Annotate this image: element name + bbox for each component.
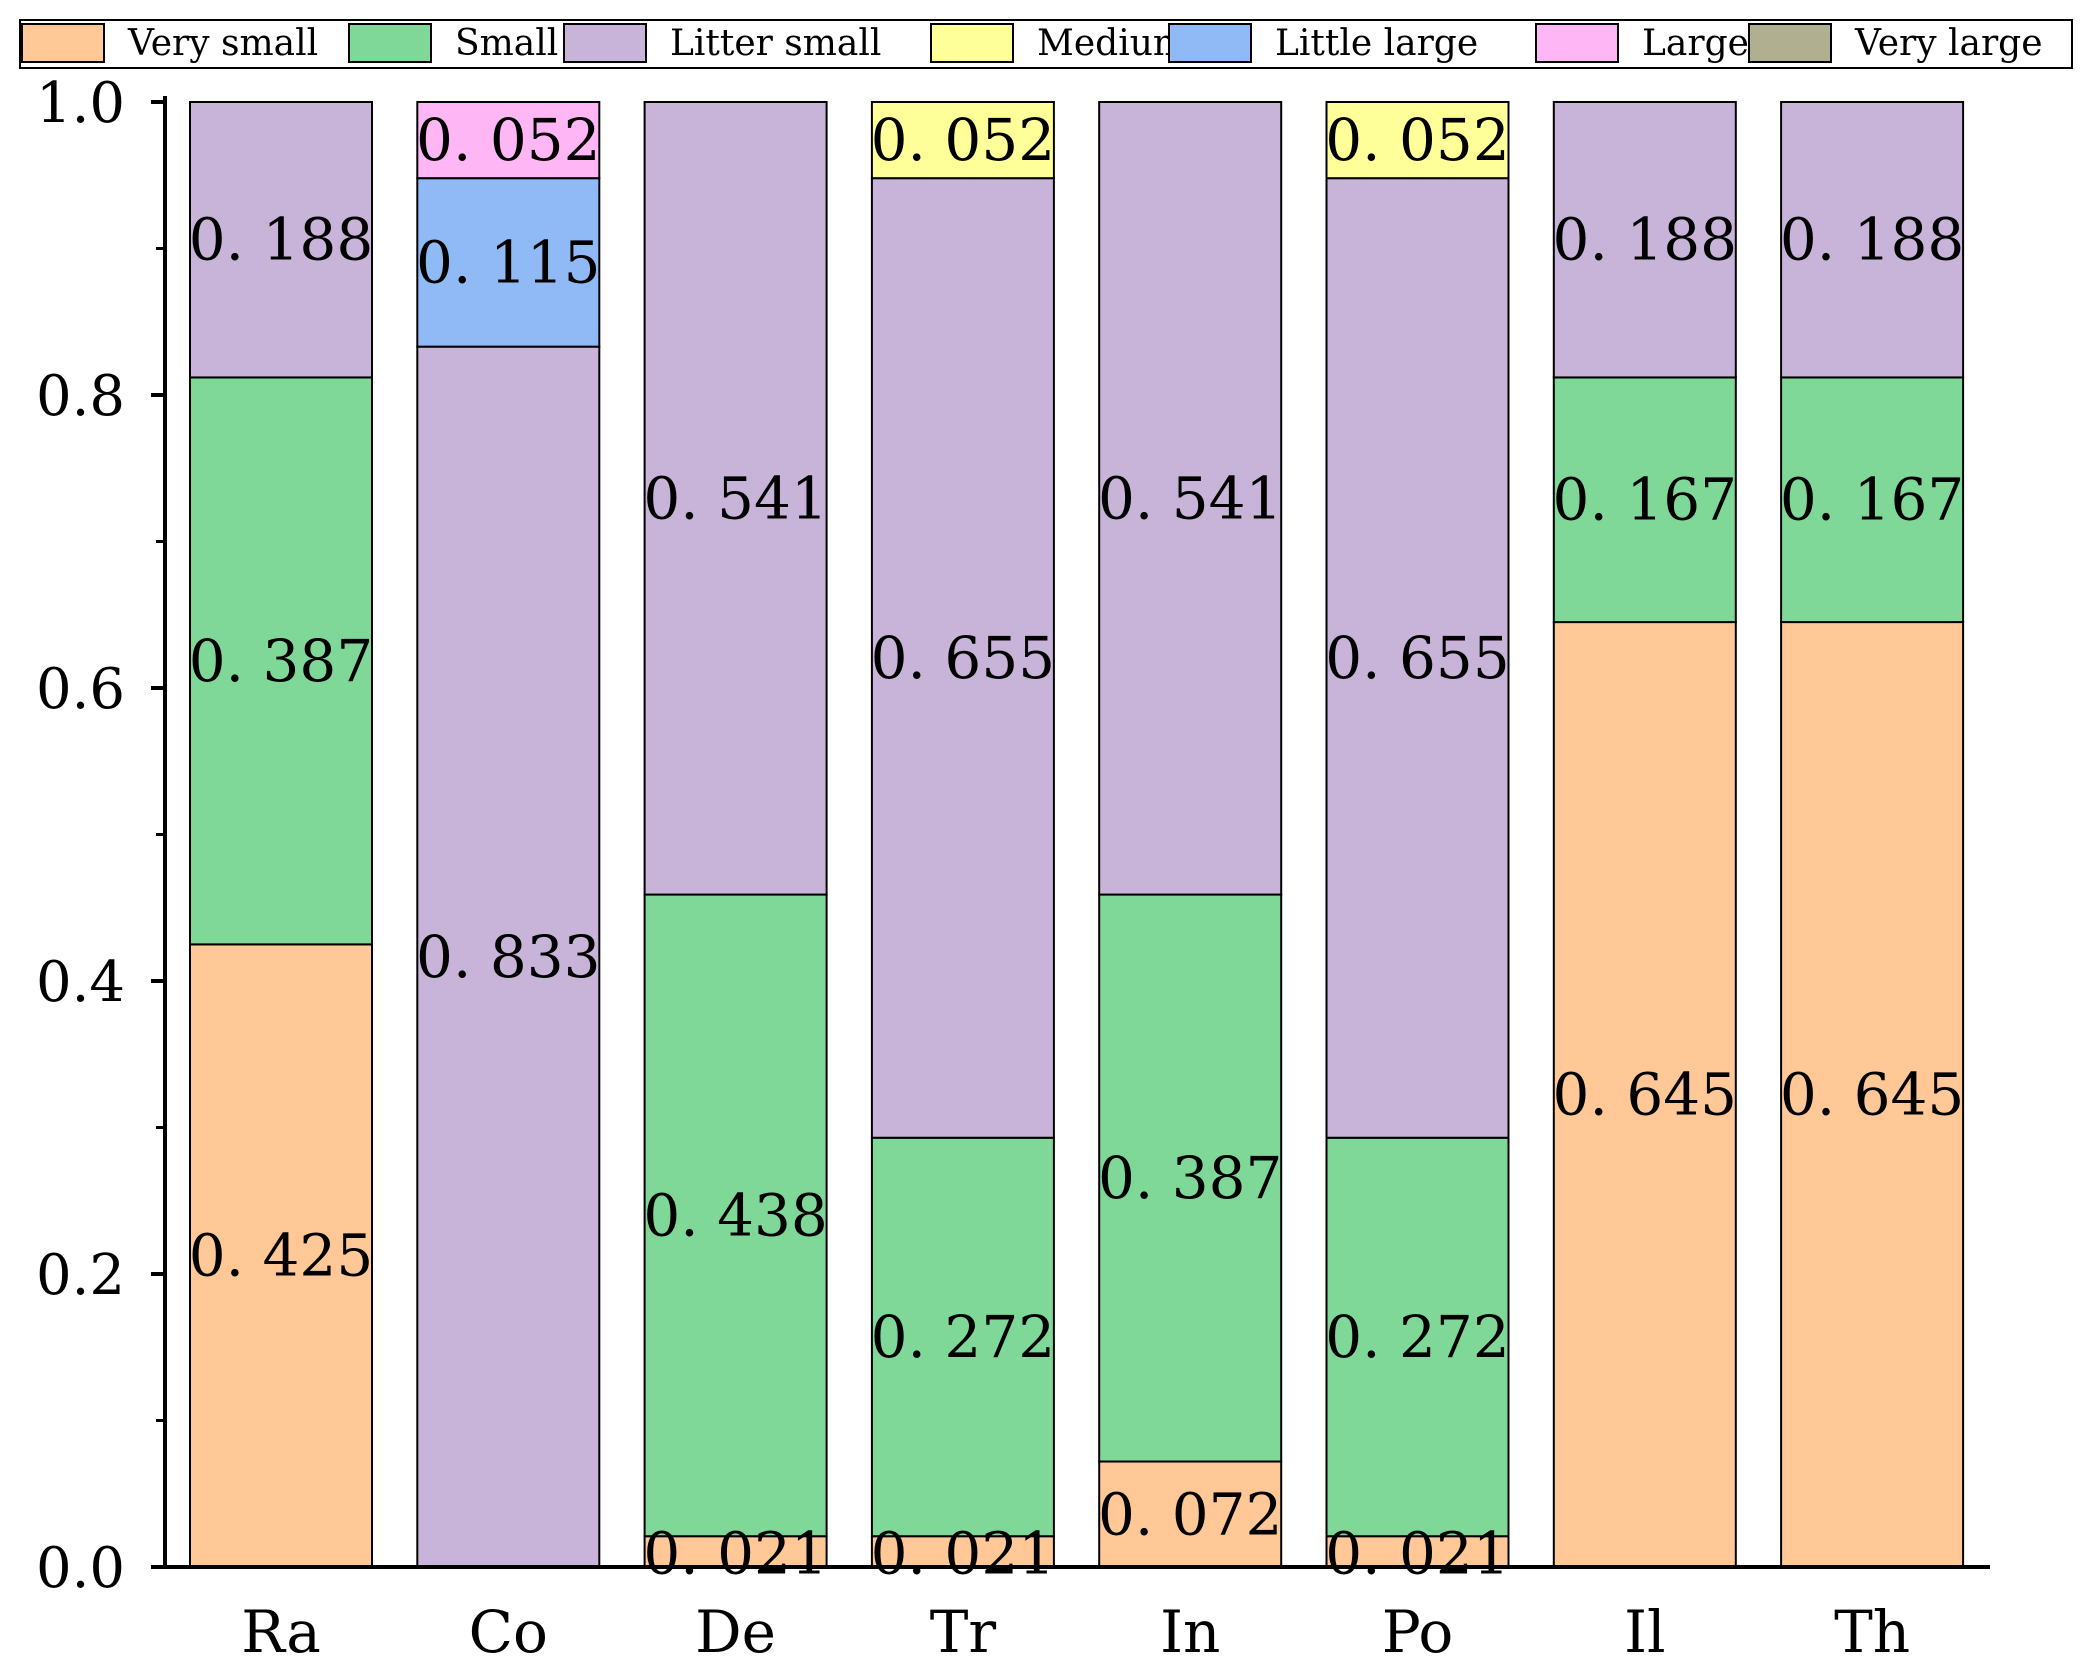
bar-segment-in-very-small: [1098, 1460, 1283, 1569]
bar-segment-ra-very-small: [189, 943, 373, 1568]
legend-label: Little large: [1275, 23, 1478, 64]
data-label: 0. 188: [189, 206, 373, 274]
data-label: 0. 021: [1325, 1520, 1509, 1588]
y-tick-label: 0.4: [36, 950, 125, 1015]
legend-swatch-large: [1535, 23, 1619, 63]
data-label: 0. 387: [1098, 1144, 1282, 1212]
data-label: 0. 645: [1780, 1061, 1964, 1129]
bar-segment-co-large: [416, 101, 601, 180]
legend-label: Litter small: [670, 23, 881, 64]
data-label: 0. 021: [871, 1520, 1055, 1588]
data-label: 0. 052: [871, 106, 1055, 174]
bar-segment-tr-small: [870, 1136, 1055, 1538]
legend: Very small Small Litter small Medium Little …: [19, 19, 2073, 69]
y-tick-label: 0.8: [36, 364, 125, 429]
data-label: 0. 645: [1553, 1061, 1737, 1129]
data-label: 0. 052: [1325, 106, 1509, 174]
y-tick-label: 1.0: [36, 71, 125, 136]
data-label: 0. 425: [189, 1222, 373, 1290]
axes: 0.0 0.2 0.4 0.6 0.8 1.0 Ra Co De Tr In Po Il Th: [36, 71, 1990, 1666]
bar-segment-po-small: [1325, 1136, 1510, 1538]
data-label: 0. 115: [416, 228, 600, 296]
bar-segment-po-very-small: [1325, 1535, 1510, 1568]
legend-label: Very large: [1854, 23, 2043, 64]
legend-swatch-very-large: [1748, 23, 1832, 63]
data-label: 0. 655: [1325, 624, 1509, 692]
x-tick-label: In: [1160, 1598, 1220, 1666]
data-label: 0. 167: [1780, 466, 1964, 534]
bar-segment-il-litter-small: [1552, 101, 1737, 379]
bar-segment-po-litter-small: [1325, 177, 1510, 1139]
data-label: 0. 541: [643, 464, 827, 532]
bar-segment-ra-litter-small: [189, 101, 373, 379]
data-label: 0. 655: [871, 624, 1055, 692]
data-label: 0. 833: [416, 923, 600, 991]
x-tick-label: Tr: [930, 1598, 997, 1666]
bar-segment-il-small: [1552, 376, 1737, 624]
data-label: 0. 188: [1780, 206, 1964, 274]
data-label: 0. 188: [1553, 206, 1737, 274]
data-label: 0. 541: [1098, 464, 1282, 532]
bars: [189, 101, 1965, 1569]
legend-swatch-little-large: [1168, 23, 1252, 63]
data-label: 0. 021: [643, 1520, 827, 1588]
legend-swatch-medium: [930, 23, 1014, 63]
data-label: 0. 387: [189, 627, 373, 695]
legend-label: Medium: [1037, 23, 1187, 64]
bar-segment-de-small: [643, 893, 828, 1538]
bar-segment-in-small: [1098, 893, 1283, 1463]
legend-label: Small: [455, 23, 558, 64]
x-tick-label: De: [695, 1598, 776, 1666]
legend-label: Very small: [127, 23, 318, 64]
bar-segment-tr-very-small: [870, 1535, 1055, 1568]
y-tick-label: 0.2: [36, 1243, 125, 1308]
bar-segment-po-medium: [1325, 101, 1510, 180]
y-tick-label: 0.0: [36, 1536, 125, 1601]
bar-segment-th-litter-small: [1780, 101, 1965, 379]
legend-swatch-small: [348, 23, 432, 63]
bar-segment-tr-litter-small: [870, 177, 1055, 1139]
bar-segment-co-litter-small: [416, 345, 601, 1568]
data-label: 0. 272: [871, 1303, 1055, 1371]
y-tick-label: 0.6: [36, 657, 125, 722]
bar-segment-de-very-small: [643, 1535, 828, 1568]
bar-segment-in-litter-small: [1098, 101, 1283, 896]
x-tick-label: Co: [469, 1598, 548, 1666]
legend-label: Large: [1642, 23, 1749, 64]
data-label: 0. 167: [1553, 466, 1737, 534]
bar-segment-de-litter-small: [643, 101, 828, 896]
data-label: 0. 052: [416, 106, 600, 174]
bar-segment-co-little-large: [416, 177, 601, 348]
x-tick-label: Po: [1382, 1598, 1454, 1666]
bar-segment-th-very-small: [1780, 621, 1965, 1568]
legend-swatch-litter-small: [563, 23, 647, 63]
legend-swatch-very-small: [21, 23, 105, 63]
data-label: 0. 272: [1325, 1303, 1509, 1371]
data-label: 0. 072: [1098, 1480, 1282, 1548]
bar-segment-th-small: [1780, 376, 1965, 624]
data-labels: 0. 425 0. 387 0. 188 0. 833 0. 115 0. 052 0. 0…: [189, 106, 1965, 1588]
x-tick-label: Ra: [241, 1598, 321, 1666]
data-label: 0. 438: [643, 1181, 827, 1249]
x-tick-label: Il: [1624, 1598, 1665, 1666]
bar-segment-tr-medium: [870, 101, 1055, 180]
x-tick-label: Th: [1834, 1598, 1910, 1666]
